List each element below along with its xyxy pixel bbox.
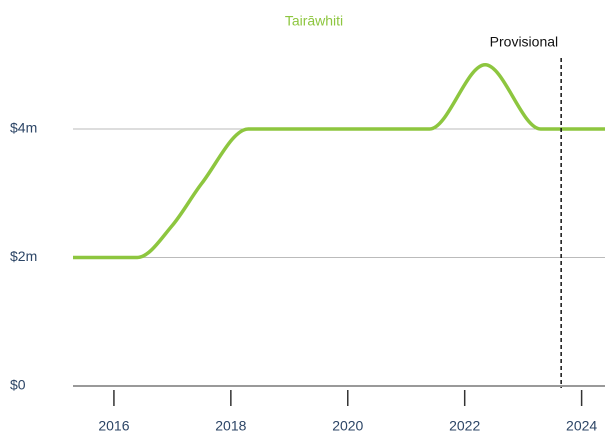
x-tick-label: 2018 <box>215 418 246 434</box>
y-tick-label: $4m <box>10 120 37 136</box>
x-tick-label: 2022 <box>449 418 480 434</box>
line <box>72 62 605 260</box>
y-tick-label: $0 <box>10 377 26 393</box>
x-tick-label: 2016 <box>98 418 129 434</box>
x-tick-label: 2020 <box>332 418 363 434</box>
chart-title: Tairāwhiti <box>285 13 343 29</box>
y-tick-label: $2m <box>10 248 37 264</box>
annotation: Provisional <box>490 34 558 50</box>
x-tick-label: 2024 <box>566 418 597 434</box>
